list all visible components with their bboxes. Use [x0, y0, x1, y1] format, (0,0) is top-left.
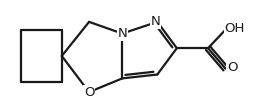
Text: O: O: [227, 61, 238, 74]
Text: O: O: [84, 86, 94, 99]
Text: OH: OH: [224, 22, 244, 35]
Text: N: N: [150, 15, 160, 28]
Text: N: N: [117, 27, 127, 40]
